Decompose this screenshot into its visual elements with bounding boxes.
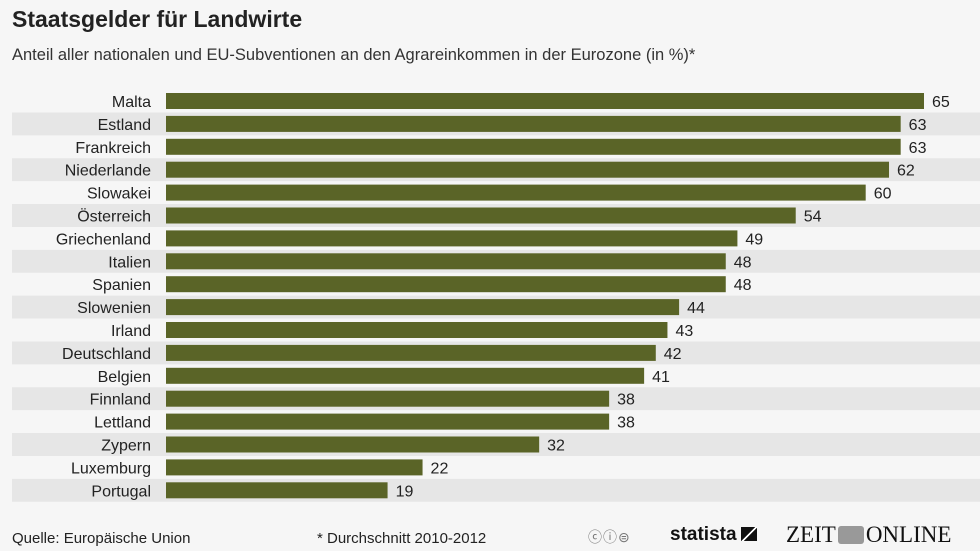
- data-label: 43: [675, 323, 693, 340]
- data-label: 38: [617, 415, 635, 432]
- data-label: 42: [664, 346, 682, 363]
- footnote: * Durchschnitt 2010-2012: [317, 530, 487, 547]
- category-label: Niederlande: [65, 163, 151, 180]
- bar: [166, 459, 423, 476]
- bar: [166, 115, 901, 132]
- bar: [166, 207, 796, 224]
- bar: [166, 253, 726, 270]
- data-label: 48: [734, 277, 752, 294]
- data-label: 60: [874, 186, 892, 203]
- chart-title: Staatsgelder für Landwirte: [12, 6, 303, 32]
- data-label: 63: [909, 140, 927, 157]
- data-label: 41: [652, 369, 670, 386]
- bar: [166, 413, 610, 430]
- bar: [166, 482, 388, 499]
- bar: [166, 138, 901, 155]
- data-label: 44: [687, 300, 705, 317]
- category-label: Spanien: [92, 277, 151, 294]
- data-label: 65: [932, 94, 950, 111]
- data-label: 49: [745, 231, 763, 248]
- category-label: Portugal: [91, 483, 151, 500]
- data-label: 48: [734, 254, 752, 271]
- chart-subtitle: Anteil aller nationalen und EU-Subventio…: [12, 46, 696, 64]
- bar: [166, 322, 668, 338]
- category-label: Malta: [112, 94, 151, 111]
- category-label: Irland: [111, 323, 151, 340]
- bar: [166, 436, 540, 453]
- bar: [166, 367, 645, 384]
- bar: [166, 93, 924, 109]
- category-label: Belgien: [98, 369, 151, 386]
- data-label: 32: [547, 438, 565, 455]
- bar: [166, 390, 610, 407]
- bar: [166, 276, 726, 293]
- category-label: Italien: [108, 254, 151, 271]
- category-label: Finnland: [90, 392, 151, 409]
- category-label: Luxemburg: [71, 460, 151, 477]
- category-label: Zypern: [101, 438, 151, 455]
- zeit-online-logo: ZEIT ONLINE: [786, 522, 951, 548]
- bar: [166, 184, 866, 201]
- category-label: Slowakei: [87, 186, 151, 203]
- category-label: Österreich: [77, 208, 151, 226]
- data-label: 38: [617, 392, 635, 409]
- creative-commons-icon: ⓒⓘ⊜: [588, 529, 631, 545]
- category-label: Deutschland: [62, 346, 151, 363]
- bar: [166, 344, 656, 361]
- data-label: 63: [909, 117, 927, 134]
- statista-logo: statista: [670, 524, 757, 546]
- data-label: 62: [897, 163, 915, 180]
- statista-mark-icon: [740, 527, 757, 541]
- zeit-text: ZEIT: [786, 522, 836, 547]
- category-label: Griechenland: [56, 231, 151, 248]
- category-label: Frankreich: [75, 140, 151, 157]
- crest-icon: [837, 526, 864, 544]
- category-label: Slowenien: [77, 300, 151, 317]
- bar: [166, 299, 680, 316]
- bar: [166, 230, 738, 247]
- bar: [166, 161, 890, 178]
- online-text: ONLINE: [865, 522, 952, 547]
- data-label: 19: [396, 483, 414, 500]
- source-note: Quelle: Europäische Union: [12, 530, 191, 547]
- data-label: 54: [804, 209, 822, 226]
- category-label: Lettland: [94, 415, 151, 432]
- row-stripe: [12, 478, 980, 502]
- data-label: 22: [431, 460, 449, 477]
- category-label: Estland: [98, 117, 151, 134]
- statista-text: statista: [670, 524, 737, 545]
